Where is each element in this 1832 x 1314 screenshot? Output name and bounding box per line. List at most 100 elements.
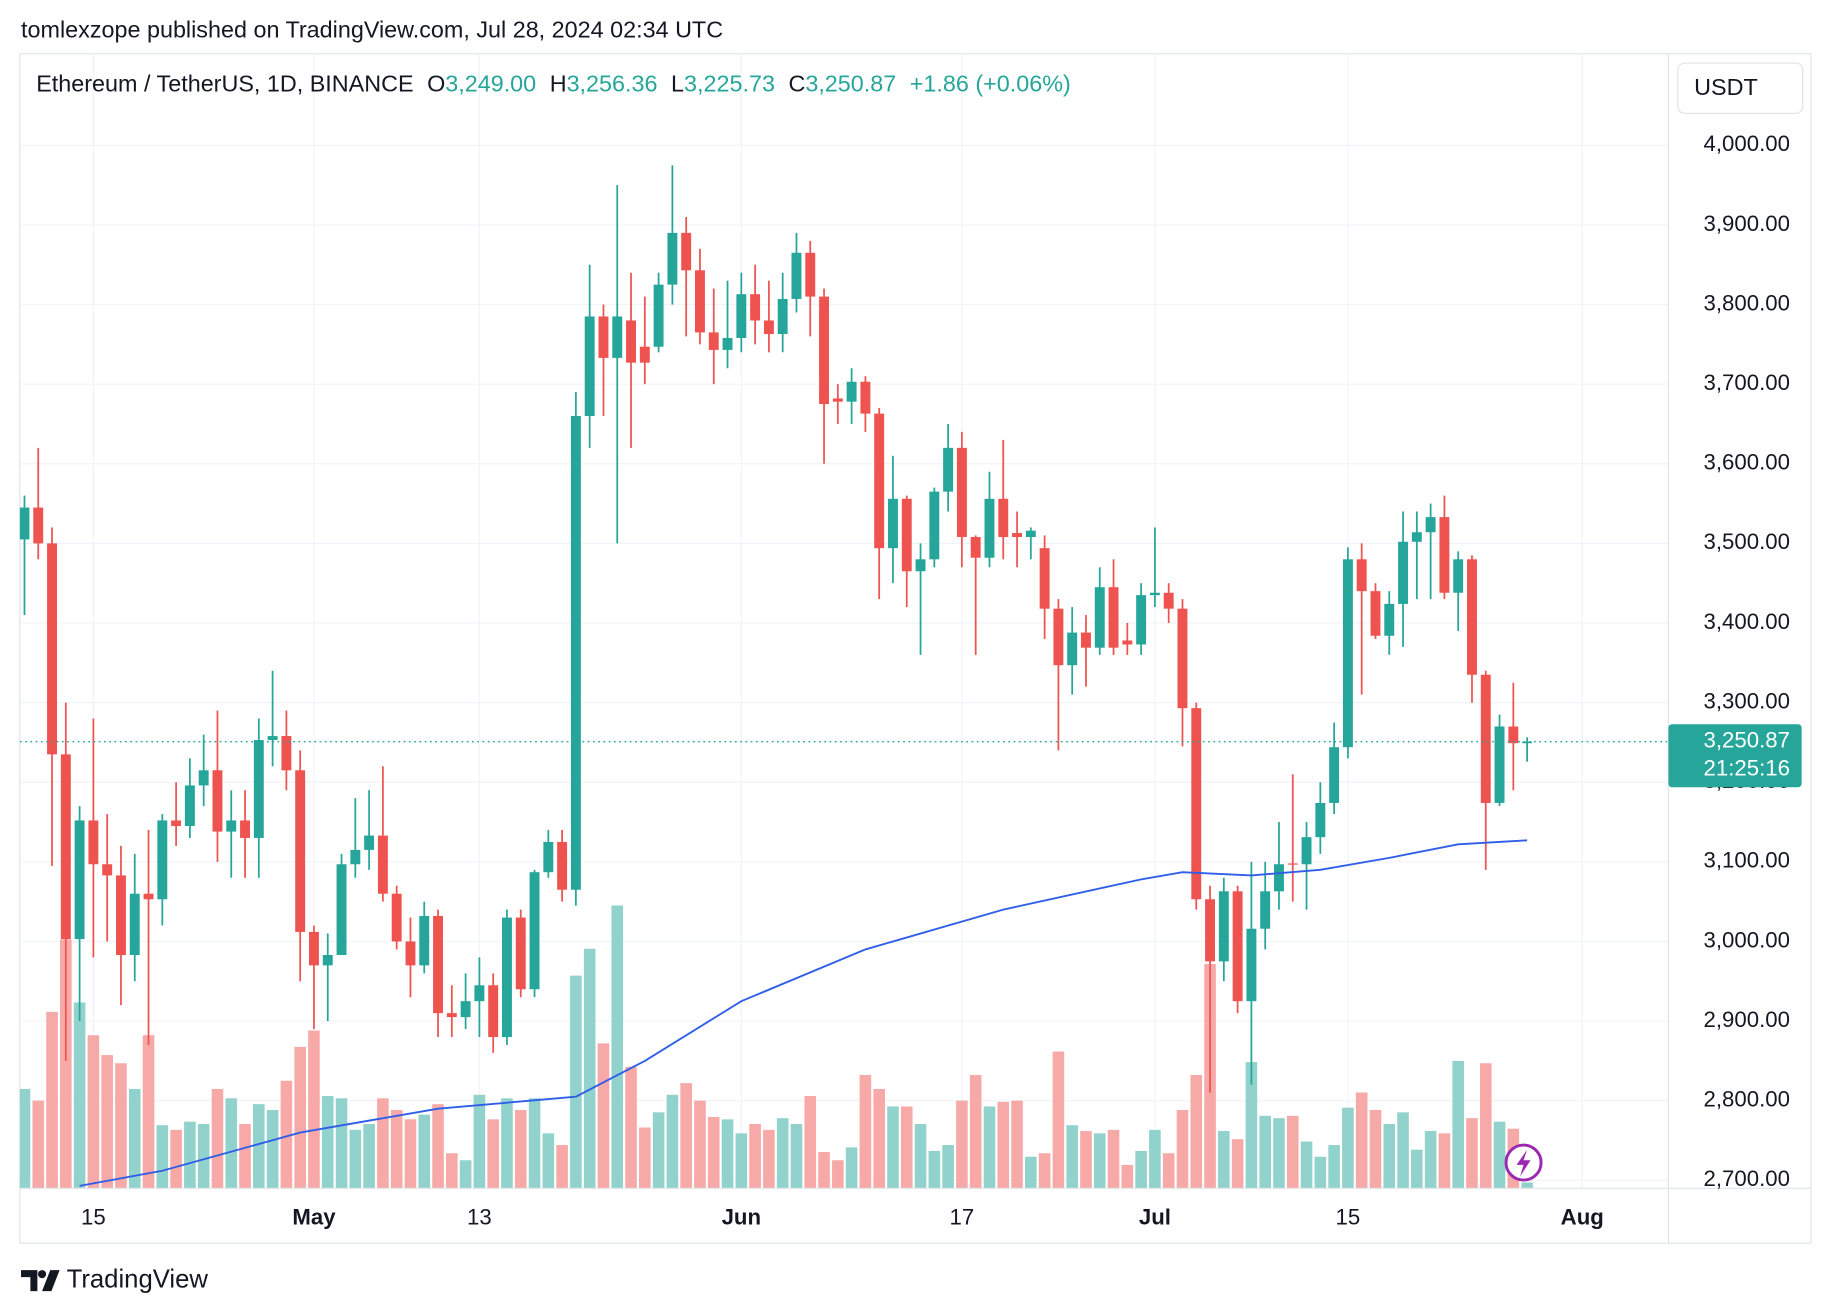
x-tick-label: Aug: [1561, 1205, 1604, 1230]
candle-body: [1384, 603, 1395, 636]
volume-bar: [239, 1124, 251, 1189]
axes: 2,700.00 2,800.00 2,900.00 3,000.00 3,100.00…: [81, 131, 1802, 1230]
volume-bar: [721, 1119, 734, 1189]
volume-bar: [1438, 1133, 1451, 1189]
volume-bar: [1162, 1153, 1175, 1189]
x-tick-label: Jul: [1139, 1205, 1171, 1230]
candle-body: [198, 770, 209, 786]
candle-body: [791, 252, 802, 299]
candle-body: [1205, 899, 1216, 962]
x-tick-label: 15: [81, 1205, 106, 1230]
currency-button[interactable]: [1677, 62, 1804, 114]
alert-icon[interactable]: [1504, 1143, 1543, 1182]
candle-body: [819, 296, 830, 405]
volume-bar: [707, 1117, 720, 1189]
candle-body: [1218, 891, 1229, 962]
volume-bar: [1190, 1074, 1203, 1189]
volume-bar: [1369, 1109, 1382, 1189]
candle-body: [639, 346, 650, 363]
volume-bar: [156, 1125, 169, 1189]
candle-body: [860, 381, 871, 414]
candle-body: [1508, 726, 1519, 744]
candle-body: [1108, 587, 1119, 648]
low-value: 3,225.73: [684, 70, 775, 96]
candle-body: [846, 381, 857, 402]
volume-bar: [73, 1002, 86, 1189]
candle-body: [267, 736, 278, 741]
volume-bar: [1218, 1131, 1230, 1189]
candle-body: [543, 841, 554, 873]
candle-body: [1274, 864, 1284, 892]
volume-bar: [749, 1124, 761, 1189]
volume-bar: [1107, 1129, 1120, 1189]
candle-body: [777, 298, 788, 334]
volume-bar: [556, 1145, 568, 1189]
open-label: O: [427, 70, 445, 96]
candle-body: [901, 498, 912, 572]
x-tick-label: May: [292, 1205, 336, 1230]
y-tick-label: 3,700.00: [1704, 370, 1790, 395]
candle-body: [1480, 674, 1491, 803]
volume-bar: [1025, 1156, 1037, 1189]
brand-logo: [21, 1270, 60, 1292]
candle-body: [47, 543, 57, 755]
volume-bar: [776, 1118, 789, 1189]
candle-body: [1329, 747, 1340, 803]
candle-body: [1439, 517, 1450, 593]
legend: Ethereum / TetherUS, 1D, BINANCE O3,249.…: [36, 70, 1071, 96]
volume-bar: [1093, 1133, 1106, 1189]
volume-bar: [859, 1074, 872, 1189]
candle-body: [598, 316, 609, 358]
candle-body: [832, 398, 843, 402]
y-tick-label: 2,800.00: [1704, 1087, 1790, 1112]
volume-bar: [542, 1133, 555, 1189]
candle-body: [1081, 632, 1091, 648]
volume-bar: [956, 1100, 968, 1189]
candle-body: [322, 955, 333, 966]
volume-bar: [1328, 1145, 1340, 1189]
candle-body: [391, 893, 402, 942]
volume-bar: [321, 1095, 334, 1189]
volume-bar: [625, 1066, 637, 1189]
volume-bar: [1397, 1112, 1409, 1189]
volume-bar: [1080, 1131, 1092, 1189]
volume-bar: [60, 939, 72, 1189]
candle-body: [612, 316, 623, 358]
volume-bar: [294, 1046, 306, 1189]
candle-body: [295, 770, 306, 932]
candle-body: [956, 447, 967, 538]
volume-bar: [1176, 1109, 1189, 1189]
candle-body: [763, 320, 774, 334]
candle-body: [60, 754, 71, 940]
volume-bar: [928, 1150, 941, 1189]
candle-body: [998, 498, 1009, 538]
candle-body: [212, 770, 223, 832]
candle-body: [336, 864, 347, 956]
candle-body: [240, 820, 250, 838]
candle-body: [143, 893, 154, 900]
y-tick-label: 2,700.00: [1704, 1166, 1790, 1191]
candle-body: [102, 864, 113, 876]
candle-body: [1122, 640, 1133, 645]
x-tick-label: Jun: [722, 1205, 761, 1230]
candle-body: [433, 915, 443, 1014]
volume-bar: [1342, 1107, 1354, 1189]
candle-body: [667, 232, 678, 285]
volume-bar: [197, 1124, 210, 1189]
candle-body: [736, 294, 747, 338]
candle-body: [1149, 592, 1160, 596]
volume-bar: [280, 1080, 293, 1189]
candle-body: [253, 740, 264, 838]
volume-bar: [308, 1030, 320, 1189]
volume-bar: [1149, 1129, 1161, 1189]
y-tick-label: 3,400.00: [1704, 609, 1790, 634]
candle-body: [488, 985, 499, 1038]
candle-body: [460, 1001, 471, 1018]
candle-body: [74, 820, 85, 940]
volume-bar: [1286, 1115, 1299, 1189]
countdown: 21:25:16: [1704, 756, 1790, 781]
volume-bar: [335, 1098, 348, 1189]
candle-body: [1025, 530, 1036, 538]
volume-bar: [170, 1129, 182, 1189]
y-tick-label: 3,800.00: [1704, 290, 1790, 315]
